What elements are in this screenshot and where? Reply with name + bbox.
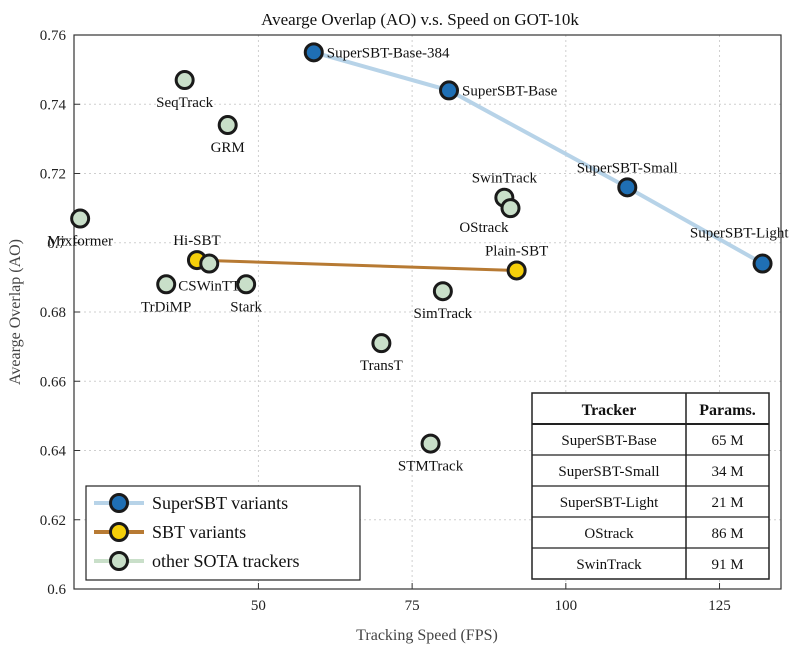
table-cell-params: 34 M [711, 464, 743, 480]
point-label: STMTrack [398, 459, 464, 475]
point-label: SuperSBT-Small [577, 160, 678, 176]
data-points [70, 42, 773, 454]
point-label: SwinTrack [472, 171, 538, 187]
series-line [311, 50, 765, 266]
point-label: Plain-SBT [485, 243, 548, 259]
data-point [500, 198, 521, 219]
point-label: CSWinTT [178, 279, 240, 295]
data-point [432, 281, 453, 302]
x-tick-label: 75 [405, 598, 420, 614]
y-tick-label: 0.74 [40, 97, 67, 113]
legend-marker [109, 551, 129, 571]
table-cell-tracker: SuperSBT-Small [558, 464, 659, 480]
point-label: TrDiMP [141, 299, 191, 315]
point-label: SuperSBT-Base [462, 83, 558, 99]
legend-label: SuperSBT variants [152, 493, 288, 513]
x-axis-title: Tracking Speed (FPS) [356, 627, 498, 644]
data-point [70, 208, 91, 229]
y-tick-label: 0.68 [40, 305, 66, 321]
series-lines [195, 50, 765, 272]
table-cell-tracker: SuperSBT-Light [560, 495, 659, 511]
chart-title: Avearge Overlap (AO) v.s. Speed on GOT-1… [261, 10, 579, 29]
y-axis-title: Avearge Overlap (AO) [7, 239, 24, 385]
table-cell-tracker: OStrack [584, 526, 634, 542]
y-tick-label: 0.7 [47, 236, 66, 252]
point-label: SimTrack [414, 306, 473, 322]
data-point [617, 177, 638, 198]
table-cell-params: 91 M [711, 557, 743, 573]
point-label: OStrack [459, 220, 509, 236]
data-point [420, 433, 441, 454]
data-point [217, 115, 238, 136]
table-cell-tracker: SuperSBT-Base [561, 433, 657, 449]
table-cell-params: 86 M [711, 526, 743, 542]
y-tick-label: 0.76 [40, 28, 67, 44]
legend-label: SBT variants [152, 522, 246, 542]
point-label: Mixformer [47, 234, 113, 250]
y-tick-label: 0.64 [40, 444, 67, 460]
y-tick-label: 0.72 [40, 167, 66, 183]
axis-ticks: 50 75 100 125 0.6 0.62 0.64 0.66 0.68 0.7 0.72 0.74… [40, 28, 731, 614]
point-label: GRM [211, 140, 245, 156]
y-tick-label: 0.6 [47, 582, 66, 598]
point-label: SuperSBT-Light [690, 226, 789, 242]
y-tick-label: 0.66 [40, 374, 67, 390]
data-point [752, 253, 773, 274]
legend-marker [109, 493, 129, 513]
data-point [236, 274, 257, 295]
point-label: Stark [230, 299, 262, 315]
data-point [371, 333, 392, 354]
x-tick-label: 50 [251, 598, 266, 614]
y-tick-label: 0.62 [40, 513, 66, 529]
table-header-params: Params. [699, 402, 755, 419]
data-point [303, 42, 324, 63]
data-point [439, 80, 460, 101]
data-point [174, 70, 195, 91]
data-point [199, 253, 220, 274]
params-table: Tracker Params. SuperSBT-Base 65 M SuperSBT-… [531, 392, 770, 580]
table-header-tracker: Tracker [582, 402, 637, 419]
point-label: Hi-SBT [173, 233, 221, 249]
table-cell-tracker: SwinTrack [576, 557, 642, 573]
point-label: SuperSBT-Base-384 [327, 45, 450, 61]
x-tick-label: 125 [708, 598, 731, 614]
legend: SuperSBT variants SBT variants other SOTA … [85, 485, 361, 581]
data-point [156, 274, 177, 295]
point-label: SeqTrack [156, 95, 213, 111]
table-cell-params: 65 M [711, 433, 743, 449]
legend-marker [109, 522, 129, 542]
point-label: TransT [360, 358, 403, 374]
data-point [506, 260, 527, 281]
series-line [195, 258, 519, 272]
x-tick-label: 100 [555, 598, 578, 614]
point-labels: SuperSBT-Base-384 SuperSBT-Base SuperSBT-S… [47, 45, 789, 474]
legend-label: other SOTA trackers [152, 551, 300, 571]
table-cell-params: 21 M [711, 495, 743, 511]
